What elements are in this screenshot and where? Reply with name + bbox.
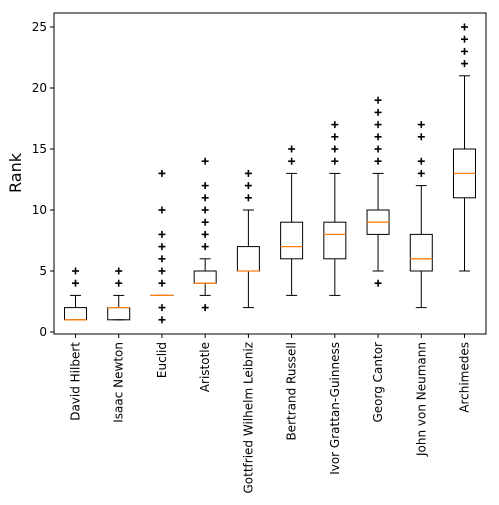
flier-point (244, 182, 252, 190)
flier-point (158, 267, 166, 275)
iqr-box (236, 246, 260, 272)
box-group (150, 169, 174, 324)
flier-point (461, 23, 468, 31)
y-tick-label: 15 (32, 142, 47, 156)
flier-point (201, 218, 209, 226)
box-group (64, 267, 87, 321)
box-group (236, 169, 260, 309)
flier-point (201, 243, 209, 251)
box-group (323, 121, 347, 296)
flier-point (288, 145, 296, 153)
iqr-box (64, 307, 87, 321)
flier-point (331, 145, 339, 153)
y-tick-label: 25 (32, 20, 47, 34)
flier-point (158, 230, 166, 238)
x-tick-label: David Hilbert (69, 342, 83, 421)
box-group (366, 96, 390, 287)
flier-point (158, 304, 166, 312)
plot-frame (53, 12, 487, 335)
iqr-box (107, 307, 131, 321)
flier-point (331, 157, 339, 165)
x-tick-label: Isaac Newton (112, 342, 126, 423)
flier-point (244, 169, 252, 177)
y-tick-label: 20 (32, 81, 47, 95)
box-group (107, 267, 131, 321)
flier-point (158, 206, 166, 214)
iqr-box (280, 221, 304, 260)
x-tick-label: Ivor Grattan-Guinness (328, 342, 342, 475)
iqr-box (323, 221, 347, 260)
y-tick-label: 5 (39, 264, 47, 278)
flier-point (374, 96, 382, 104)
flier-point (158, 169, 166, 177)
flier-point (331, 121, 339, 129)
flier-point (374, 279, 382, 287)
flier-point (288, 157, 296, 165)
box-group (409, 121, 433, 309)
y-axis: 0 5 10 15 20 25 (32, 20, 54, 339)
flier-point (201, 157, 209, 165)
flier-point (158, 316, 166, 324)
iqr-box (193, 270, 217, 284)
x-axis: David Hilbert Isaac Newton Euclid Aristotle… (69, 334, 472, 494)
flier-point (158, 243, 166, 251)
x-tick-label: Aristotle (198, 342, 212, 392)
x-tick-label: John von Neumann (414, 342, 428, 457)
flier-point (201, 230, 209, 238)
flier-point (417, 169, 425, 177)
flier-point (72, 267, 79, 275)
x-tick-label: Georg Cantor (371, 342, 385, 423)
y-tick-label: 10 (32, 203, 47, 217)
box-group (193, 157, 217, 312)
iqr-box (409, 233, 433, 272)
flier-point (461, 35, 468, 43)
flier-point (201, 194, 209, 202)
y-tick-label: 0 (39, 325, 47, 339)
flier-point (417, 133, 425, 141)
box-group (280, 145, 304, 296)
flier-point (417, 157, 425, 165)
flier-point (374, 133, 382, 141)
flier-point (461, 47, 468, 55)
x-tick-label: Archimedes (458, 342, 472, 413)
flier-point (374, 157, 382, 165)
x-tick-label: Bertrand Russell (285, 342, 299, 441)
flier-point (374, 121, 382, 129)
flier-point (244, 194, 252, 202)
flier-point (417, 121, 425, 129)
flier-point (201, 206, 209, 214)
y-axis-label: Rank (6, 152, 25, 193)
flier-point (115, 279, 123, 287)
flier-point (374, 108, 382, 116)
flier-point (374, 145, 382, 153)
flier-point (115, 267, 123, 275)
flier-point (158, 279, 166, 287)
box-series (64, 23, 476, 324)
x-tick-label: Gottfried Wilhelm Leibniz (241, 342, 255, 494)
flier-point (201, 304, 209, 312)
flier-point (158, 255, 166, 263)
flier-point (201, 182, 209, 190)
flier-point (72, 279, 79, 287)
x-tick-label: Euclid (155, 342, 169, 378)
flier-point (461, 60, 468, 68)
flier-point (331, 133, 339, 141)
box-group (453, 23, 476, 272)
